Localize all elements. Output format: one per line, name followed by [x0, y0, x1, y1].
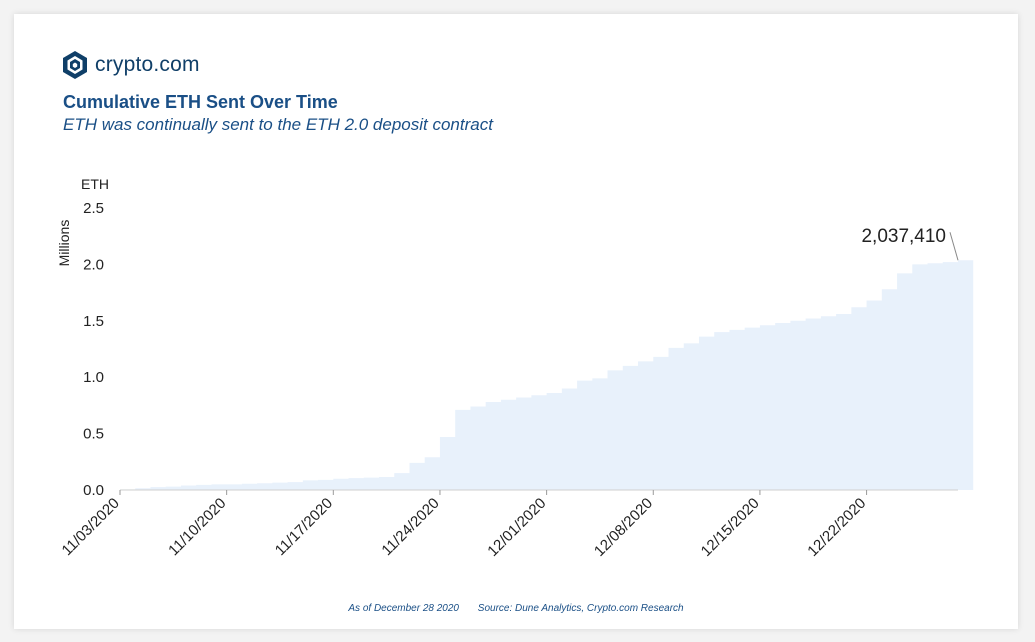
- end-value-annotation: 2,037,410: [861, 226, 946, 247]
- y-tick-label: 0.0: [83, 482, 104, 499]
- source-note: Source: Dune Analytics, Crypto.com Resea…: [477, 603, 684, 614]
- y-tick-label: 0.5: [83, 426, 104, 443]
- brand: crypto.com: [62, 50, 200, 80]
- as-of-date: As of December 28 2020: [348, 603, 459, 614]
- crypto-com-lion-shield-icon: [63, 51, 87, 79]
- chart-title: Cumulative ETH Sent Over Time: [63, 92, 338, 112]
- x-tick-label: 11/03/2020: [59, 495, 123, 559]
- y-unit-label: ETH: [81, 176, 109, 192]
- x-tick-label: 12/01/2020: [484, 495, 549, 560]
- chart-subtitle: ETH was continually sent to the ETH 2.0 …: [63, 115, 493, 134]
- x-tick-label: 12/15/2020: [698, 495, 763, 560]
- x-tick-label: 11/10/2020: [165, 495, 229, 559]
- y-tick-label: 2.0: [83, 256, 104, 273]
- x-tick-label: 12/08/2020: [591, 495, 656, 560]
- cumulative-eth-chart: 0.0 0.5 1.0 1.5 2.0 2.5 ETH Millions 11/03/2020 1…: [56, 176, 974, 560]
- y-tick-label: 2.5: [83, 200, 104, 217]
- brand-name: crypto.com: [95, 53, 200, 76]
- annotation-leader-line: [949, 232, 959, 261]
- x-tick-label: 11/17/2020: [272, 495, 336, 559]
- chart-card: crypto.com Cumulative ETH Sent Over Time…: [14, 14, 1018, 629]
- chart-footer: As of December 28 2020 Source: Dune Anal…: [14, 603, 1018, 614]
- y-tick-label: 1.5: [83, 313, 104, 330]
- x-tick-label: 11/24/2020: [378, 495, 442, 559]
- y-axis-label: Millions: [56, 220, 72, 267]
- x-tick-label: 12/22/2020: [804, 495, 869, 560]
- y-tick-label: 1.0: [83, 369, 104, 386]
- cumulative-eth-area: [120, 260, 974, 490]
